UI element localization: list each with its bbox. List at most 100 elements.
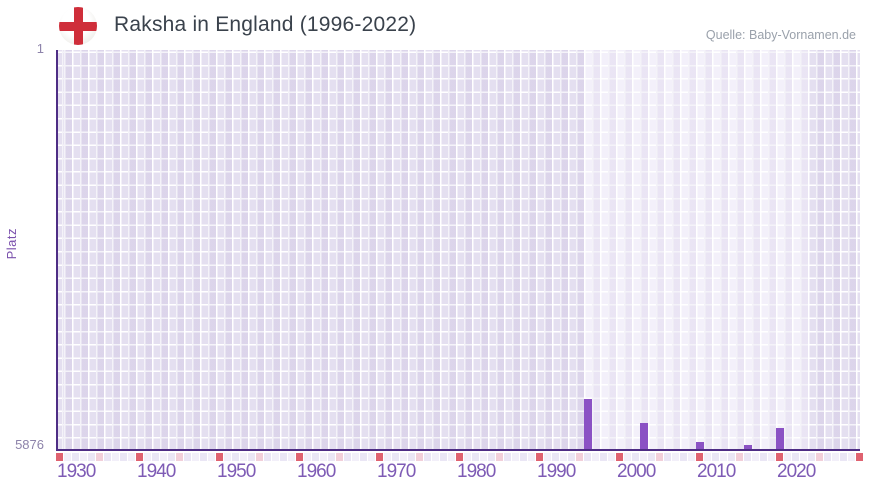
strip-cell <box>440 453 447 461</box>
strip-cell <box>208 453 215 461</box>
strip-cell <box>280 453 287 461</box>
strip-cell <box>648 453 655 461</box>
strip-cell <box>504 453 511 461</box>
y-axis-label: Platz <box>4 228 19 260</box>
strip-cell <box>488 453 495 461</box>
strip-cell <box>288 453 295 461</box>
strip-cell <box>784 453 791 461</box>
half-decade-marker <box>176 453 183 461</box>
strip-cell <box>752 453 759 461</box>
strip-cell <box>248 453 255 461</box>
strip-cell <box>448 453 455 461</box>
decade-marker-1930 <box>56 453 63 461</box>
decade-marker-1970 <box>376 453 383 461</box>
strip-cell <box>432 453 439 461</box>
strip-cell <box>400 453 407 461</box>
strip-cell <box>584 453 591 461</box>
strip-cell <box>712 453 719 461</box>
strip-cell <box>224 453 231 461</box>
decade-marker-2010 <box>696 453 703 461</box>
year-marker-strip <box>56 453 864 461</box>
y-axis-tick-top: 1 <box>36 41 44 56</box>
strip-cell <box>640 453 647 461</box>
strip-cell <box>568 453 575 461</box>
half-decade-marker <box>256 453 263 461</box>
strip-cell <box>160 453 167 461</box>
strip-cell <box>264 453 271 461</box>
strip-cell <box>832 453 839 461</box>
x-axis-tick-2020: 2020 <box>777 461 816 482</box>
strip-cell <box>104 453 111 461</box>
x-axis-tick-1990: 1990 <box>537 461 576 482</box>
strip-cell <box>200 453 207 461</box>
strip-cell <box>560 453 567 461</box>
strip-cell <box>128 453 135 461</box>
strip-cell <box>808 453 815 461</box>
half-decade-marker <box>816 453 823 461</box>
england-flag-icon <box>59 7 97 45</box>
strip-cell <box>344 453 351 461</box>
half-decade-marker <box>496 453 503 461</box>
strip-cell <box>672 453 679 461</box>
strip-cell <box>592 453 599 461</box>
decade-marker-1950 <box>216 453 223 461</box>
strip-cell <box>744 453 751 461</box>
y-axis-tick-bottom: 5876 <box>15 437 44 452</box>
strip-cell <box>424 453 431 461</box>
half-decade-marker <box>656 453 663 461</box>
strip-cell <box>384 453 391 461</box>
strip-cell <box>632 453 639 461</box>
strip-cell <box>304 453 311 461</box>
strip-cell <box>800 453 807 461</box>
strip-cell <box>80 453 87 461</box>
strip-cell <box>312 453 319 461</box>
strip-cell <box>272 453 279 461</box>
strip-cell <box>664 453 671 461</box>
strip-cell <box>184 453 191 461</box>
decade-marker-2020 <box>776 453 783 461</box>
x-axis-tick-1960: 1960 <box>297 461 336 482</box>
strip-cell <box>168 453 175 461</box>
x-axis-tick-2010: 2010 <box>697 461 736 482</box>
strip-cell <box>600 453 607 461</box>
decade-marker-1960 <box>296 453 303 461</box>
decade-marker-1980 <box>456 453 463 461</box>
bar-2010 <box>696 442 704 449</box>
strip-cell <box>528 453 535 461</box>
x-axis-tick-1980: 1980 <box>457 461 496 482</box>
strip-cell <box>608 453 615 461</box>
strip-cell <box>152 453 159 461</box>
strip-cell <box>464 453 471 461</box>
strip-cell <box>824 453 831 461</box>
half-decade-marker <box>576 453 583 461</box>
bar-2016 <box>744 445 752 449</box>
strip-cell <box>848 453 855 461</box>
decade-marker-2000 <box>616 453 623 461</box>
half-decade-marker <box>96 453 103 461</box>
strip-cell <box>520 453 527 461</box>
strip-cell <box>512 453 519 461</box>
strip-cell <box>192 453 199 461</box>
strip-cell <box>320 453 327 461</box>
strip-cell <box>680 453 687 461</box>
x-axis-tick-1970: 1970 <box>377 461 416 482</box>
strip-cell <box>544 453 551 461</box>
strip-cell <box>704 453 711 461</box>
strip-cell <box>552 453 559 461</box>
x-axis-tick-2000: 2000 <box>617 461 656 482</box>
strip-cell <box>408 453 415 461</box>
decade-marker-1990 <box>536 453 543 461</box>
strip-cell <box>760 453 767 461</box>
bar-2020 <box>776 428 784 449</box>
strip-cell <box>728 453 735 461</box>
strip-cell <box>352 453 359 461</box>
strip-cell <box>768 453 775 461</box>
strip-cell <box>144 453 151 461</box>
x-axis-tick-1930: 1930 <box>57 461 96 482</box>
strip-cell <box>792 453 799 461</box>
plot-area <box>56 50 860 451</box>
half-decade-marker <box>416 453 423 461</box>
half-decade-marker <box>336 453 343 461</box>
strip-cell <box>360 453 367 461</box>
